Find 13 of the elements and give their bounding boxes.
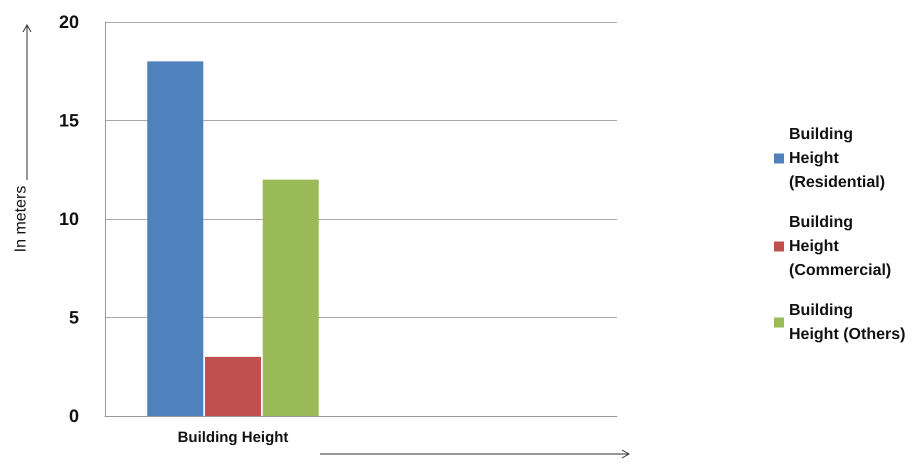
legend-label: Building Height (Others) — [789, 302, 906, 343]
x-tick-label: Building Height — [178, 429, 288, 446]
y-tick-label: 0 — [68, 406, 79, 426]
y-axis-title: In meters — [12, 186, 30, 252]
y-tick-label: 10 — [58, 209, 79, 229]
bar — [204, 356, 262, 416]
bar — [262, 180, 319, 416]
legend-label: Building Height (Residential) — [789, 126, 886, 191]
y-tick-label: 20 — [58, 12, 79, 32]
y-tick-label: 15 — [58, 110, 79, 130]
y-tick-label: 5 — [68, 308, 79, 328]
legend-label: Building Height (Commercial) — [789, 214, 892, 279]
bar — [147, 61, 204, 416]
